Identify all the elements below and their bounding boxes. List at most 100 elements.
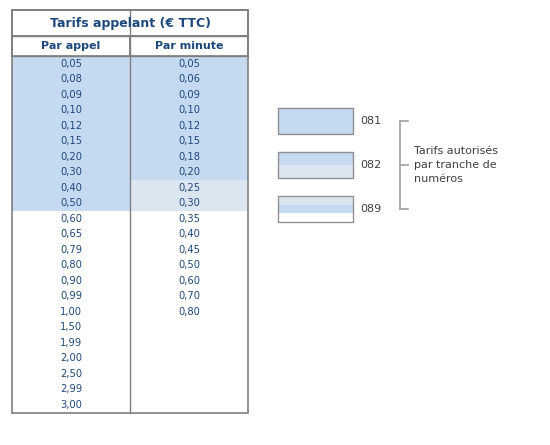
Bar — [12, 227, 130, 242]
Text: 1,99: 1,99 — [60, 338, 82, 348]
Bar — [130, 36, 248, 56]
Bar — [130, 335, 248, 351]
Text: 0,15: 0,15 — [60, 136, 82, 146]
Text: 0,50: 0,50 — [60, 198, 82, 208]
Bar — [12, 10, 248, 413]
Bar — [130, 258, 248, 273]
Bar — [12, 242, 130, 258]
Text: 0,30: 0,30 — [178, 198, 200, 208]
Text: 0,06: 0,06 — [178, 74, 200, 84]
Text: 0,35: 0,35 — [178, 214, 200, 224]
Text: 0,09: 0,09 — [178, 90, 200, 100]
Text: 0,15: 0,15 — [178, 136, 200, 146]
Bar — [12, 180, 130, 195]
Text: 0,90: 0,90 — [60, 276, 82, 286]
Bar — [130, 149, 248, 165]
Bar — [130, 134, 248, 149]
Bar — [12, 304, 130, 320]
Text: 0,40: 0,40 — [178, 229, 200, 239]
Bar — [12, 397, 130, 413]
Bar — [12, 366, 130, 381]
Bar — [12, 72, 130, 87]
Bar — [130, 304, 248, 320]
Text: 0,60: 0,60 — [178, 276, 200, 286]
Bar — [12, 87, 130, 102]
Bar — [12, 134, 130, 149]
Bar — [12, 36, 130, 56]
Bar — [130, 165, 248, 180]
Text: 0,20: 0,20 — [178, 167, 200, 177]
Bar — [12, 258, 130, 273]
Text: Tarifs appelant (€ TTC): Tarifs appelant (€ TTC) — [50, 16, 211, 29]
Text: 0,05: 0,05 — [178, 59, 200, 69]
Bar — [12, 149, 130, 165]
Bar — [130, 242, 248, 258]
Text: 0,45: 0,45 — [178, 245, 200, 255]
Bar — [12, 102, 130, 118]
Text: 0,12: 0,12 — [60, 121, 82, 131]
Text: 0,18: 0,18 — [178, 152, 200, 162]
Bar — [278, 152, 353, 165]
Text: 0,09: 0,09 — [60, 90, 82, 100]
Text: Par minute: Par minute — [155, 41, 223, 51]
Bar — [278, 213, 353, 222]
Bar — [130, 195, 248, 211]
Text: 0,30: 0,30 — [60, 167, 82, 177]
Text: 0,80: 0,80 — [178, 307, 200, 317]
Text: 0,10: 0,10 — [60, 105, 82, 115]
Text: 089: 089 — [360, 204, 381, 214]
Text: 0,80: 0,80 — [60, 260, 82, 270]
Bar — [12, 335, 130, 351]
Text: 0,05: 0,05 — [60, 59, 82, 69]
Bar — [278, 152, 353, 178]
Bar — [130, 273, 248, 288]
Text: 1,00: 1,00 — [60, 307, 82, 317]
Text: 081: 081 — [360, 116, 381, 126]
Text: 0,60: 0,60 — [60, 214, 82, 224]
Bar — [130, 288, 248, 304]
Text: Par appel: Par appel — [41, 41, 101, 51]
Bar — [130, 381, 248, 397]
Bar — [12, 118, 130, 134]
Bar — [130, 366, 248, 381]
Bar — [130, 397, 248, 413]
Text: 0,70: 0,70 — [178, 291, 200, 301]
Text: 0,65: 0,65 — [60, 229, 82, 239]
Text: 0,20: 0,20 — [60, 152, 82, 162]
Bar — [12, 56, 130, 72]
Text: 0,08: 0,08 — [60, 74, 82, 84]
Bar — [278, 196, 353, 222]
Text: 2,00: 2,00 — [60, 353, 82, 363]
Bar — [130, 227, 248, 242]
Bar — [130, 180, 248, 195]
Text: 0,10: 0,10 — [178, 105, 200, 115]
Text: 3,00: 3,00 — [60, 400, 82, 410]
Text: 0,99: 0,99 — [60, 291, 82, 301]
Bar — [130, 211, 248, 227]
Text: 082: 082 — [360, 160, 381, 170]
Bar — [12, 273, 130, 288]
Bar — [12, 165, 130, 180]
Bar — [278, 205, 353, 213]
Bar — [12, 10, 248, 36]
Bar — [278, 165, 353, 178]
Text: Tarifs autorisés
par tranche de
numéros: Tarifs autorisés par tranche de numéros — [414, 146, 498, 184]
Bar — [130, 118, 248, 134]
Text: 1,50: 1,50 — [60, 322, 82, 332]
Text: 0,79: 0,79 — [60, 245, 82, 255]
Text: 0,50: 0,50 — [178, 260, 200, 270]
Bar — [130, 87, 248, 102]
Bar — [278, 196, 353, 205]
Bar — [12, 351, 130, 366]
Text: 0,40: 0,40 — [60, 183, 82, 193]
Bar — [12, 320, 130, 335]
Text: 2,50: 2,50 — [60, 369, 82, 379]
Text: 2,99: 2,99 — [60, 384, 82, 394]
Bar — [130, 102, 248, 118]
Bar — [12, 195, 130, 211]
Bar — [130, 56, 248, 72]
Text: 0,12: 0,12 — [178, 121, 200, 131]
Bar — [130, 351, 248, 366]
Bar — [12, 288, 130, 304]
Text: 0,25: 0,25 — [178, 183, 200, 193]
